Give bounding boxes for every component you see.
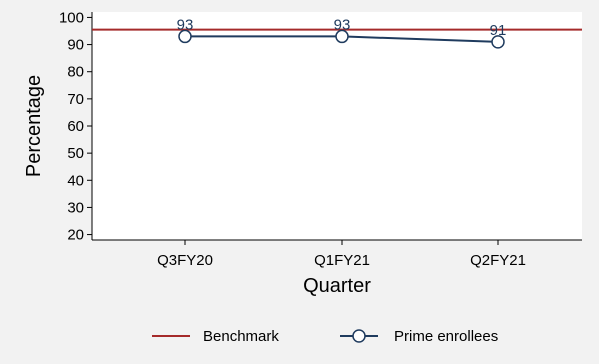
data-point [178, 29, 192, 44]
y-tick-label: 70 [67, 91, 84, 108]
data-labels: 93 93 91 [177, 16, 507, 38]
y-tick-label: 60 [67, 118, 84, 135]
y-tick-label: 20 [67, 227, 84, 244]
data-point [335, 29, 349, 44]
y-axis-ticks: 20 30 40 50 60 70 80 90 100 [59, 9, 92, 244]
y-axis-title: Percentage [23, 75, 45, 177]
data-point [491, 35, 505, 49]
y-tick-label: 50 [67, 145, 84, 162]
data-label: 91 [490, 22, 507, 39]
y-tick-label: 80 [67, 64, 84, 81]
x-axis-ticks: Q3FY20 Q1FY21 Q2FY21 [157, 240, 526, 269]
x-tick-label: Q1FY21 [314, 252, 370, 269]
data-label: 93 [334, 16, 351, 33]
legend: Benchmark Prime enrollees [152, 328, 498, 345]
data-label: 93 [177, 16, 194, 33]
legend-prime-enrollees-marker-icon [352, 329, 366, 343]
legend-benchmark-label: Benchmark [203, 328, 279, 345]
x-tick-label: Q2FY21 [470, 252, 526, 269]
y-tick-label: 40 [67, 172, 84, 189]
y-tick-label: 90 [67, 37, 84, 54]
legend-prime-enrollees-label: Prime enrollees [394, 328, 498, 345]
x-axis-title: Quarter [303, 275, 371, 297]
y-tick-label: 100 [59, 9, 84, 26]
plot-area [92, 12, 582, 240]
series-points [178, 29, 505, 49]
y-tick-label: 30 [67, 199, 84, 216]
x-tick-label: Q3FY20 [157, 252, 213, 269]
